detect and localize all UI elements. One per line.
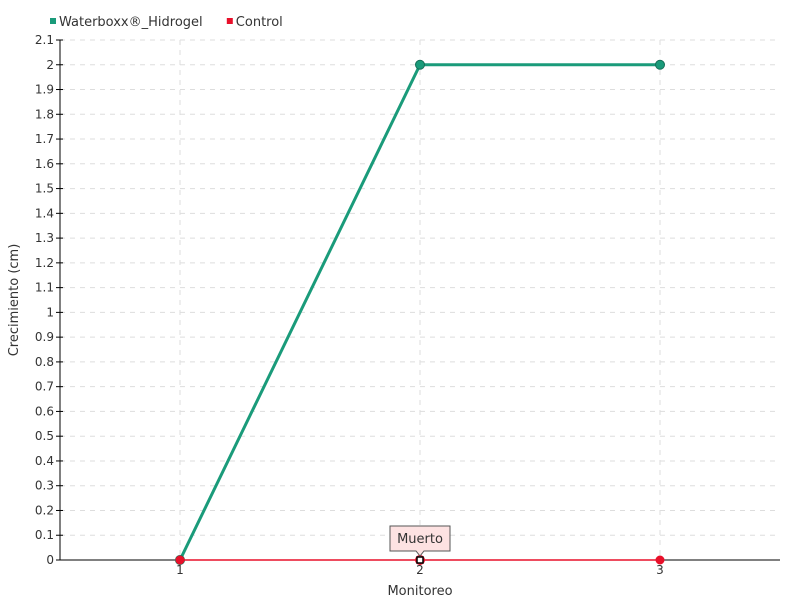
series-group (175, 59, 665, 565)
y-tick-label: 2 (46, 58, 54, 72)
y-tick-label: 1.2 (35, 256, 54, 270)
y-tick-label: 1.1 (35, 281, 54, 295)
y-tick-label: 1.8 (35, 107, 54, 121)
data-point-highlight (416, 556, 424, 564)
axes: 0 0.1 0.2 0.3 0.4 0.5 0.6 0.7 0.8 0.9 1 1.1 1.2 1.3 1.… (35, 33, 780, 577)
legend: Waterboxx®_Hidrogel Control (50, 15, 283, 30)
data-point (415, 59, 425, 70)
y-tick-label: 1.6 (35, 157, 54, 171)
data-point (655, 555, 665, 565)
y-tick-label: 0.4 (35, 454, 54, 468)
y-tick-label: 0.3 (35, 479, 54, 493)
y-tick-label: 0.1 (35, 528, 54, 542)
grid (60, 39, 780, 560)
y-tick-label: 1.4 (35, 206, 54, 220)
y-tick-label: 0.9 (35, 330, 54, 344)
legend-label: Waterboxx®_Hidrogel (59, 15, 203, 30)
x-tick-label: 3 (656, 563, 664, 577)
y-tick-label: 1.7 (35, 132, 54, 146)
data-point (655, 59, 665, 70)
y-tick-label: 1.9 (35, 83, 54, 97)
tooltip: Muerto (389, 525, 451, 557)
y-tick-label: 0 (46, 553, 54, 567)
y-tick-label: 0.6 (35, 404, 54, 418)
y-tick-label: 2.1 (35, 33, 54, 47)
y-tick-label: 0.8 (35, 355, 54, 369)
y-tick-label: 0.2 (35, 503, 54, 517)
y-tick-label: 1 (46, 305, 54, 319)
y-tick-label: 0.7 (35, 380, 54, 394)
legend-swatch (50, 18, 56, 24)
legend-label: Control (236, 15, 283, 30)
x-tick-label: 2 (416, 563, 424, 577)
y-axis-label: Crecimiento (cm) (7, 244, 22, 357)
tooltip-box (389, 525, 451, 557)
y-tick-label: 1.3 (35, 231, 54, 245)
tooltip-text: Muerto (397, 532, 443, 547)
y-tick-label: 0.5 (35, 429, 54, 443)
x-tick-label: 1 (176, 563, 184, 577)
data-point (175, 555, 185, 565)
x-axis-label: Monitoreo (387, 584, 452, 599)
y-tick-label: 1.5 (35, 182, 54, 196)
legend-swatch (226, 18, 233, 24)
